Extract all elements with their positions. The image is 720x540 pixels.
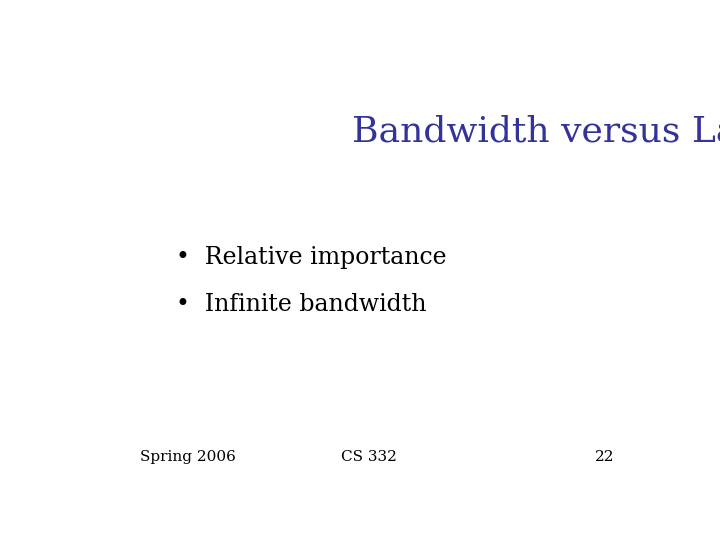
Text: •  Infinite bandwidth: • Infinite bandwidth [176, 294, 427, 316]
Text: Bandwidth versus Latency: Bandwidth versus Latency [352, 114, 720, 149]
Text: •  Relative importance: • Relative importance [176, 246, 447, 269]
Text: Spring 2006: Spring 2006 [140, 450, 236, 464]
Text: CS 332: CS 332 [341, 450, 397, 464]
Text: 22: 22 [595, 450, 615, 464]
